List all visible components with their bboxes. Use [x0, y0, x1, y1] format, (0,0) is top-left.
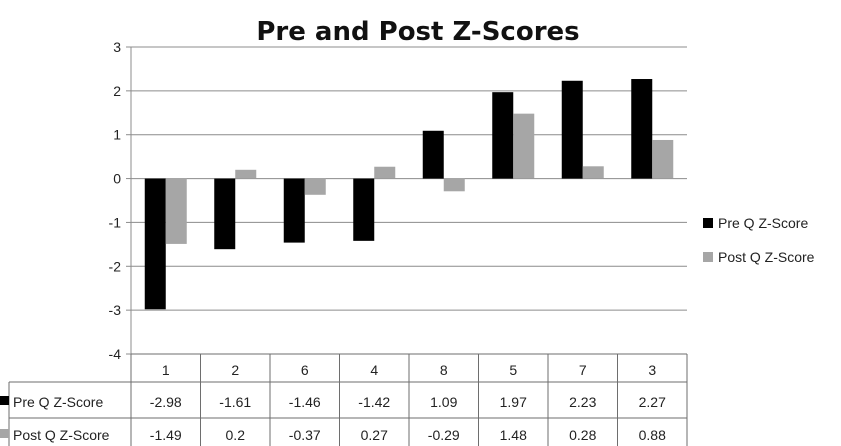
- legend-label: Post Q Z-Score: [718, 249, 815, 265]
- data-label: 1.97: [500, 394, 527, 410]
- data-label: -1.61: [219, 394, 251, 410]
- category-label: 4: [370, 362, 378, 378]
- legend-swatch: [703, 252, 713, 262]
- category-label: 6: [301, 362, 309, 378]
- bar-pre-7: [561, 80, 583, 179]
- category-label: 3: [648, 362, 656, 378]
- category-label: 2: [231, 362, 239, 378]
- category-label: 8: [440, 362, 448, 378]
- bar-pre-8: [422, 130, 444, 179]
- data-label: 0.2: [226, 427, 246, 443]
- y-axis: 3 2 1 0 -1 -2 -3 -4: [109, 39, 132, 362]
- table-legend-key: [0, 396, 9, 405]
- legend: Pre Q Z-Score Post Q Z-Score: [703, 215, 815, 265]
- bar-post-1: [165, 178, 187, 244]
- y-tick-label: -4: [109, 346, 122, 362]
- y-tick-label: -3: [109, 302, 122, 318]
- bar-pre-2: [214, 178, 236, 250]
- y-tick-label: -1: [109, 214, 122, 230]
- data-label: 1.48: [500, 427, 527, 443]
- chart-title: Pre and Post Z-Scores: [256, 17, 579, 47]
- bar-post-3: [652, 139, 674, 179]
- bar-post-6: [304, 178, 326, 195]
- data-label: -2.98: [150, 394, 182, 410]
- category-label: 7: [579, 362, 587, 378]
- y-tick-label: 2: [113, 83, 121, 99]
- y-tick-label: 0: [113, 171, 121, 187]
- data-label: 2.23: [569, 394, 596, 410]
- data-label: -0.29: [428, 427, 460, 443]
- data-label: 0.88: [639, 427, 666, 443]
- legend-swatch: [703, 218, 713, 228]
- data-label: 2.27: [639, 394, 666, 410]
- y-tick-label: -2: [109, 258, 122, 274]
- data-table: 1 2 6 4 8 5 7 3 Pre Q Z-Score -2.98 -1.61 -1.46 -1.4…: [0, 353, 688, 446]
- category-label: 1: [162, 362, 170, 378]
- data-label: -1.42: [358, 394, 390, 410]
- data-label: 0.28: [569, 427, 596, 443]
- table-row-label: Pre Q Z-Score: [13, 394, 103, 410]
- bar-pre-6: [283, 178, 305, 243]
- table-row-label: Post Q Z-Score: [13, 427, 110, 443]
- category-label: 5: [509, 362, 517, 378]
- table-legend-key: [0, 429, 9, 438]
- bar-post-2: [235, 169, 257, 179]
- bars: [144, 79, 674, 310]
- y-tick-label: 1: [113, 127, 121, 143]
- data-label: 1.09: [430, 394, 457, 410]
- bar-post-5: [513, 113, 535, 179]
- data-label: 0.27: [361, 427, 388, 443]
- data-label: -1.46: [289, 394, 321, 410]
- bar-post-4: [374, 166, 396, 179]
- y-tick-label: 3: [113, 39, 121, 55]
- bar-pre-1: [144, 178, 166, 310]
- bar-pre-5: [492, 92, 514, 179]
- bar-pre-4: [353, 178, 375, 241]
- bar-post-8: [443, 178, 465, 192]
- bar-pre-3: [631, 79, 653, 179]
- data-label: -1.49: [150, 427, 182, 443]
- bar-post-7: [582, 166, 604, 179]
- legend-label: Pre Q Z-Score: [718, 215, 808, 231]
- data-label: -0.37: [289, 427, 321, 443]
